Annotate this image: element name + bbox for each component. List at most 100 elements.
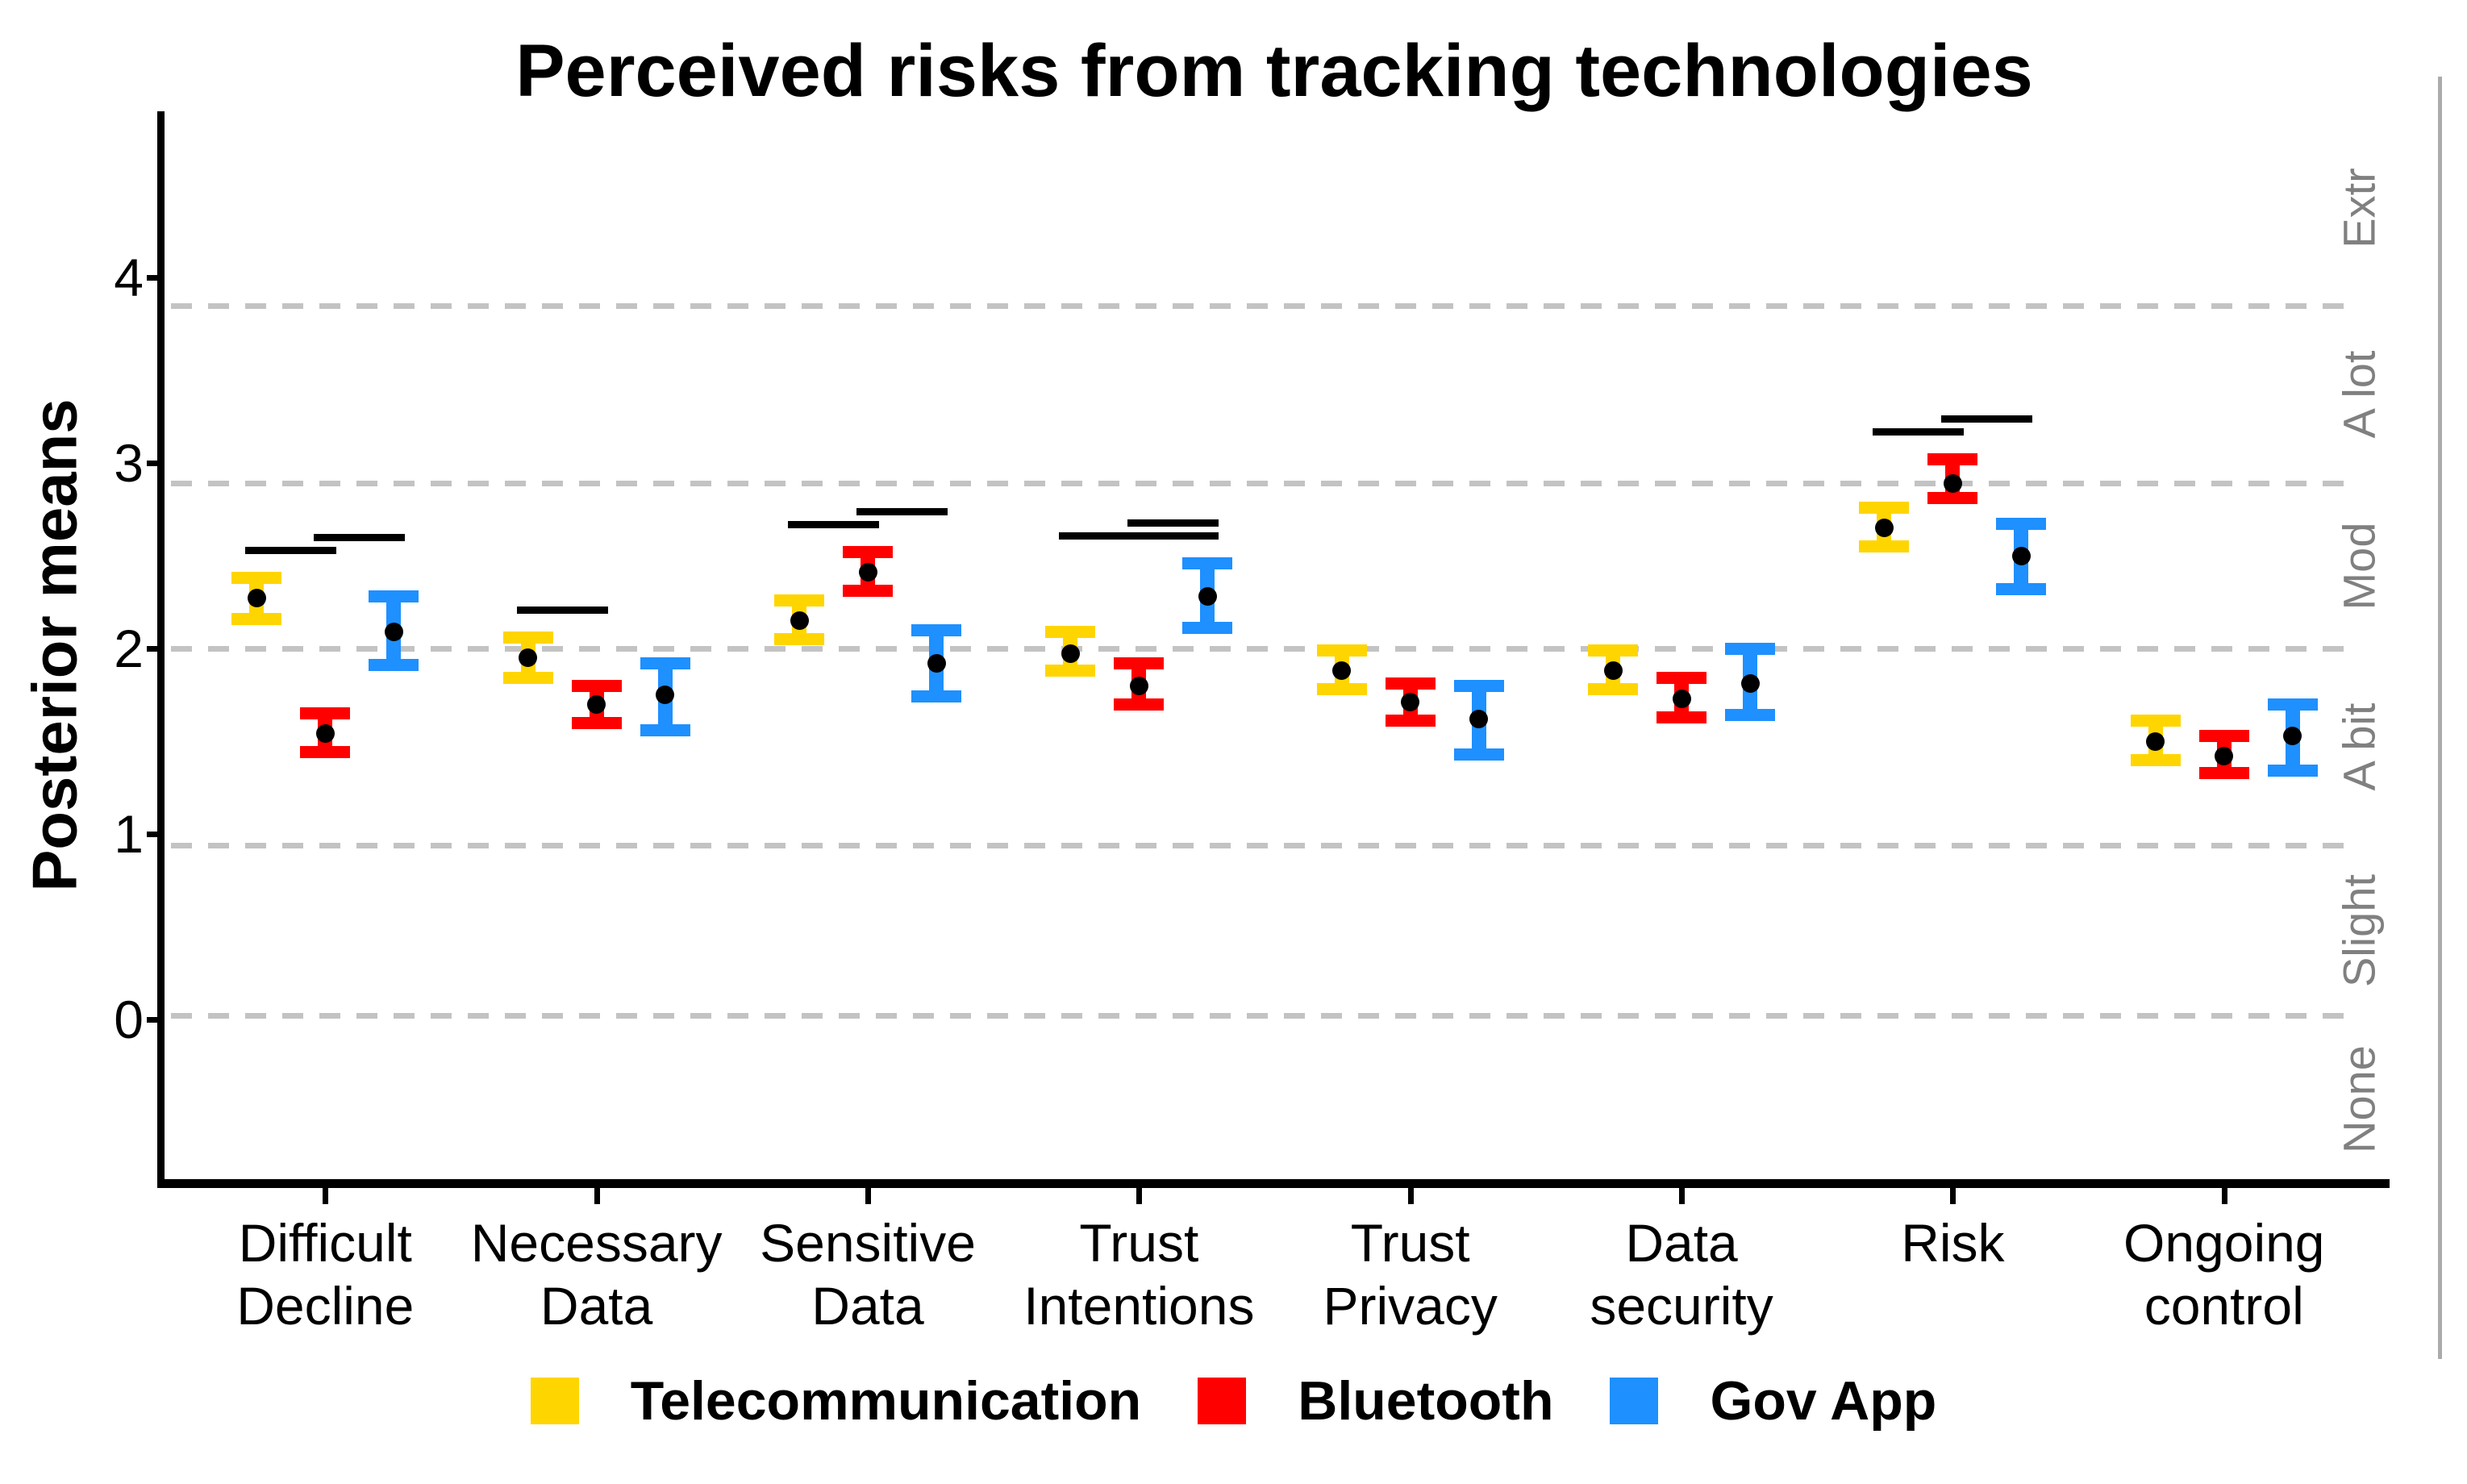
right-axis-label: None (2333, 1045, 2385, 1154)
point-dot (927, 653, 946, 673)
legend-item: Bluetooth (1198, 1369, 1553, 1432)
error-bar-cap-top (843, 545, 893, 558)
point-dot (1874, 519, 1894, 537)
y-axis-tick (147, 1017, 160, 1023)
x-category-label-line: Data (811, 1276, 924, 1336)
y-axis-line (157, 111, 165, 1187)
point-dot (247, 589, 266, 608)
significance-bar (856, 507, 948, 515)
error-bar-cap-top (231, 572, 282, 585)
x-category-label: Risk (1743, 1211, 2162, 1274)
y-axis-tick-label: 4 (114, 248, 144, 307)
significance-bar (1941, 415, 2033, 423)
y-axis-tick (147, 646, 160, 652)
significance-bar (245, 547, 337, 555)
error-bar-cap-bottom (1996, 582, 2047, 595)
right-axis-label: A bit (2333, 702, 2385, 791)
right-axis-line (2438, 77, 2442, 1359)
error-bar-cap-bottom (911, 690, 961, 703)
error-bar-cap-bottom (1045, 665, 1096, 677)
x-axis-tick (1136, 1183, 1143, 1204)
error-bar-cap-top (571, 679, 622, 692)
x-axis-tick (323, 1183, 329, 1204)
x-category-label-line: Risk (1901, 1213, 2005, 1273)
point-dot (1603, 661, 1623, 681)
x-category-label-line: Decline (236, 1276, 415, 1336)
chart-title: Perceived risks from tracking technologi… (515, 30, 2033, 112)
point-dot (656, 686, 675, 704)
error-bar-cap-bottom (2198, 766, 2249, 779)
y-axis-tick (147, 461, 160, 466)
x-category-label-line: Data (540, 1276, 653, 1336)
error-bar-cap-top (911, 623, 961, 636)
error-bar-cap-top (300, 707, 351, 719)
point-dot (1129, 676, 1148, 695)
y-axis-tick (147, 832, 160, 837)
error-bar-cap-bottom (2267, 765, 2318, 777)
y-axis-tick-label: 1 (114, 804, 144, 864)
x-category-label: Trust Intentions (929, 1211, 1348, 1337)
x-category-label-line: Necessary (470, 1213, 723, 1273)
error-bar-cap-top (2267, 698, 2318, 711)
point-dot (2215, 746, 2234, 765)
error-bar-cap-top (1656, 672, 1707, 685)
right-axis-label: A lot (2333, 350, 2385, 439)
significance-bar (1127, 519, 1219, 527)
x-category-label: Sensitive Data (658, 1211, 1077, 1337)
error-bar-cap-top (1927, 452, 1978, 465)
error-bar-cap-top (502, 631, 553, 644)
point-dot (587, 694, 606, 714)
error-bar-cap-bottom (1588, 683, 1639, 696)
legend-item-label: Bluetooth (1298, 1370, 1554, 1432)
error-bar-cap-top (1182, 556, 1233, 569)
x-axis-line (157, 1179, 2390, 1188)
x-category-label-line: Data (1625, 1213, 1738, 1273)
point-dot (1672, 689, 1691, 708)
point-dot (1061, 644, 1080, 664)
x-category-label-line: security (1590, 1276, 1773, 1336)
point-dot (2146, 732, 2165, 751)
legend: Telecommunication Bluetooth Gov App (0, 1369, 2467, 1432)
right-axis-label: Extr (2333, 168, 2385, 249)
error-bar-cap-top (1725, 642, 1776, 655)
error-bar-cap-top (369, 590, 419, 603)
x-axis-tick (2221, 1183, 2227, 1204)
y-axis-tick-label: 0 (114, 990, 144, 1049)
point-dot (315, 724, 335, 744)
x-category-label: Necessary Data (387, 1211, 806, 1337)
error-bar-cap-top (1588, 644, 1639, 657)
error-bar-cap-bottom (571, 716, 622, 729)
point-dot (384, 622, 403, 641)
error-bar-cap-top (1385, 677, 1436, 690)
x-category-label-line: Trust (1079, 1213, 1199, 1273)
cutpoint-gridline (171, 842, 2359, 848)
legend-key-swatch (1198, 1378, 1247, 1424)
error-bar-cap-bottom (2130, 753, 2181, 766)
error-bar-cap-bottom (843, 585, 893, 598)
error-bar-cap-top (1453, 679, 1504, 692)
error-bar-cap-top (1045, 625, 1096, 638)
error-bar-cap-top (774, 594, 824, 607)
error-bar-cap-top (1114, 657, 1165, 669)
error-bar-cap-top (2130, 715, 2181, 727)
significance-bar (516, 606, 608, 614)
y-axis-tick (147, 275, 160, 281)
point-dot (790, 611, 809, 630)
legend-item: Telecommunication (530, 1369, 1142, 1432)
y-axis-tick-label: 3 (114, 433, 144, 493)
cutpoint-gridline (171, 646, 2359, 652)
error-bar-cap-bottom (369, 659, 419, 672)
point-dot (858, 563, 877, 582)
x-category-label-line: control (2144, 1276, 2304, 1336)
error-bar-cap-top (640, 657, 690, 669)
significance-bar (1873, 427, 1965, 436)
x-category-label: Ongoing control (2015, 1211, 2434, 1337)
point-dot (1740, 674, 1760, 694)
error-bar-cap-top (2198, 729, 2249, 742)
error-bar-cap-bottom (640, 723, 690, 736)
error-bar-cap-bottom (300, 746, 351, 759)
right-axis-label: Mod (2333, 522, 2385, 611)
error-bar-cap-bottom (1182, 622, 1233, 635)
x-category-label-line: Privacy (1323, 1276, 1498, 1336)
legend-item-label: Telecommunication (630, 1370, 1142, 1432)
